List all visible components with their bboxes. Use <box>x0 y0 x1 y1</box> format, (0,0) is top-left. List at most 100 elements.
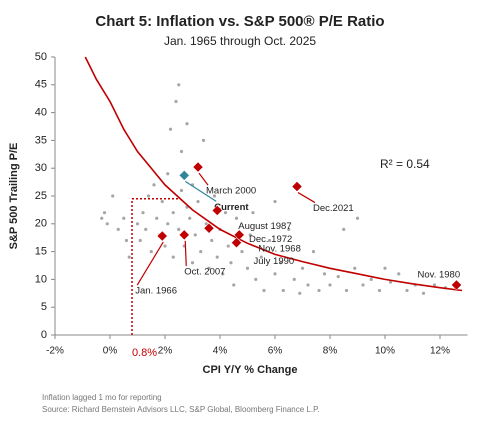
scatter-point <box>201 138 206 142</box>
highlight-label: Oct. 2007 <box>184 266 225 277</box>
x-tick-label: -2% <box>46 346 64 357</box>
y-tick-label: 15 <box>35 246 47 258</box>
scatter-point <box>281 288 285 293</box>
scatter-point <box>100 216 104 220</box>
highlight-point <box>192 161 204 173</box>
highlight-label: Jan. 1966 <box>135 286 177 297</box>
highlight-label: March 2000 <box>206 186 256 197</box>
scatter-point <box>421 291 426 295</box>
scatter-point <box>179 149 184 154</box>
scatter-point <box>240 250 244 254</box>
chart-title: Chart 5: Inflation vs. S&P 500® P/E Rati… <box>95 13 384 30</box>
scatter-point <box>405 288 409 293</box>
scatter-point <box>179 188 184 193</box>
scatter-point <box>254 277 258 281</box>
scatter-point <box>336 275 340 279</box>
scatter-point <box>160 199 164 204</box>
scatter-point <box>185 122 189 126</box>
highlight-label: August 1987 <box>238 221 291 232</box>
scatter-point <box>317 288 321 293</box>
scatter-point <box>342 227 346 231</box>
scatter-point <box>116 227 120 231</box>
scatter-point <box>248 233 252 237</box>
annotation-arrow <box>136 241 164 286</box>
scatter-point <box>245 266 250 270</box>
scatter-point <box>127 255 131 259</box>
highlight-label: Dec. 1972 <box>249 234 292 245</box>
scatter-point <box>152 183 156 187</box>
scatter-point <box>122 216 126 220</box>
y-tick-label: 45 <box>35 79 47 91</box>
scatter-point <box>267 238 272 243</box>
scatter-point <box>226 244 230 248</box>
highlight-point <box>291 181 303 192</box>
scatter-point <box>273 199 277 204</box>
scatter-point <box>369 277 373 281</box>
scatter-point <box>177 83 181 87</box>
scatter-point <box>174 99 178 104</box>
scatter-point <box>262 288 266 293</box>
scatter-point <box>135 222 140 226</box>
y-tick-label: 0 <box>41 329 47 341</box>
scatter-point <box>212 194 217 198</box>
highlight-point <box>211 205 223 216</box>
r-squared: R² = 0.54 <box>380 157 430 171</box>
scatter-point <box>210 238 214 243</box>
x-tick-label: 10% <box>375 346 395 357</box>
x-axis-label: CPI Y/Y % Change <box>203 364 298 376</box>
scatter-point <box>287 227 291 231</box>
scatter-point <box>322 272 327 276</box>
scatter-point <box>204 222 208 226</box>
scatter-point <box>196 199 200 204</box>
x-tick-label: 8% <box>323 346 338 357</box>
scatter-point <box>278 261 283 265</box>
chart-subtitle: Jan. 1965 through Oct. 2025 <box>164 34 316 48</box>
scatter-point <box>141 211 145 215</box>
scatter-point <box>144 227 148 231</box>
scatter-point <box>353 266 357 270</box>
reference-label: 0.8% <box>132 347 157 359</box>
scatter-point <box>311 250 316 254</box>
scatter-point <box>105 222 109 226</box>
footnote: Inflation lagged 1 mo for reporting <box>42 393 162 402</box>
y-tick-label: 40 <box>35 107 47 119</box>
y-tick-label: 5 <box>41 301 47 313</box>
y-tick-label: 35 <box>35 134 47 146</box>
scatter-point <box>298 291 302 295</box>
highlight-label: July 1990 <box>254 256 295 267</box>
scatter-point <box>177 227 181 231</box>
scatter-point <box>138 238 142 243</box>
scatter-point <box>171 255 175 259</box>
annotation-arrow <box>297 192 316 204</box>
scatter-point <box>146 194 151 198</box>
scatter-point <box>102 211 107 215</box>
highlight-point <box>451 279 462 291</box>
scatter-point <box>355 216 360 220</box>
x-tick-label: 0% <box>103 346 118 357</box>
scatter-point <box>361 283 365 287</box>
scatter-point <box>221 272 225 276</box>
highlight-point <box>178 229 190 241</box>
scatter-point <box>344 288 349 293</box>
scatter-point <box>149 250 153 254</box>
scatter-point <box>251 211 255 215</box>
annotation-arrow <box>184 180 217 202</box>
x-tick-label: 2% <box>158 346 173 357</box>
scatter-point <box>234 216 239 220</box>
scatter-point <box>124 238 129 243</box>
highlight-label: Current <box>214 202 249 213</box>
scatter-point <box>377 288 382 293</box>
scatter-point <box>259 255 263 259</box>
scatter-point <box>168 127 173 131</box>
scatter-point <box>207 266 211 270</box>
x-tick-label: 4% <box>213 346 228 357</box>
scatter-point <box>300 266 305 270</box>
y-axis-label: S&P 500 Trailing P/E <box>8 143 20 250</box>
annotation-arrow <box>198 172 209 186</box>
scatter-point <box>223 211 228 215</box>
highlight-label: Dec.2021 <box>313 203 354 214</box>
scatter-point <box>328 283 332 287</box>
scatter-point <box>188 216 192 220</box>
scatter-point <box>383 266 387 270</box>
scatter-point <box>166 222 170 226</box>
